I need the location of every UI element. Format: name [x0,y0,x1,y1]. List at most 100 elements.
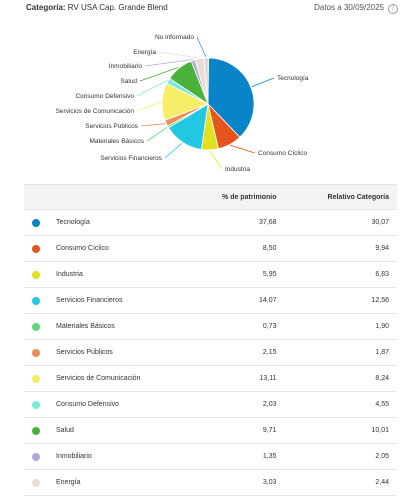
sector-dot-cell [24,209,48,236]
pie-leader-line [139,66,179,82]
sector-rel: 6,83 [284,261,397,288]
sector-name: Industria [48,261,183,288]
pie-label: No informado [155,34,194,41]
sector-color-dot [32,348,40,357]
sector-rel: 2,44 [284,469,397,496]
category-value: RV USA Cap. Grande Blend [67,3,168,12]
sector-color-dot [32,452,40,461]
sector-name: Inmobiliario [48,443,183,470]
pie-label: Servicios Financieros [100,155,163,162]
sector-color-dot [32,400,40,409]
pie-leader-line [196,36,207,58]
table-row: Tecnología 37,68 30,07 [24,209,397,236]
sector-dot-cell [24,287,48,314]
sector-name: Tecnología [48,209,183,236]
sector-pct: 2,15 [182,339,285,366]
table-row: Energía 3,03 2,44 [24,469,397,496]
header-dot-col [24,184,48,210]
sector-rel: 9,94 [284,235,397,262]
pie-label: Consumo Cíclico [258,150,308,157]
pie-label: Energía [133,49,156,56]
sector-pct: 2,03 [182,391,285,418]
sector-dot-cell [24,365,48,392]
sector-rel: 1,87 [284,339,397,366]
pie-label: Materiales Básicos [89,138,144,145]
pie-leader-line [230,144,256,154]
sector-pct: 8,50 [182,235,285,262]
sector-name: Servicios Públicos [48,339,183,366]
header-bar: Categoría: RV USA Cap. Grande Blend Dato… [0,0,420,18]
sector-dot-cell [24,261,48,288]
sector-name: Servicios de Comunicación [48,365,183,392]
table-row: Servicios de Comunicación 13,11 8,24 [24,365,397,392]
sector-rel: 30,07 [284,209,397,236]
sector-color-dot [32,244,40,253]
sector-dot-cell [24,417,48,444]
header-rel-col: Relativo Categoría [284,184,397,210]
sector-rel: 4,55 [284,391,397,418]
sector-name: Salud [48,417,183,444]
sector-name: Servicios Financieros [48,287,183,314]
pie-slice[interactable] [207,57,255,138]
pie-leader-line [158,51,200,59]
sector-color-dot [32,218,40,227]
pie-leader-line [144,59,193,67]
pie-label: Servicios Públicos [85,123,138,130]
pie-label: Inmobiliario [109,63,143,70]
sector-dot-cell [24,391,48,418]
pie-leader-line [251,77,275,88]
pie-leader-line [209,150,223,170]
table-header-row: % de patrimonio Relativo Categoría [24,184,397,210]
pie-svg: Tecnología Consumo Cíclico Industria Servic… [56,34,309,173]
pie-leader-line [136,80,168,97]
table-row: Salud 9,71 10,01 [24,417,397,444]
table-row: Servicios Financieros 14,07 12,56 [24,287,397,314]
sector-rel: 12,56 [284,287,397,314]
pie-leader-line [164,142,183,159]
sector-color-dot [32,270,40,279]
pie-leader-line [136,101,162,112]
sector-name: Consumo Defensivo [48,391,183,418]
sector-dot-cell [24,443,48,470]
category-info: Categoría: RV USA Cap. Grande Blend [26,3,168,12]
sector-rel: 2,05 [284,443,397,470]
sector-rel: 10,01 [284,417,397,444]
header-pct-col: % de patrimonio [182,184,285,210]
pie-label: Consumo Defensivo [75,93,134,100]
sector-dot-cell [24,339,48,366]
sector-name: Energía [48,469,183,496]
sector-pct: 37,68 [182,209,285,236]
pie-slice[interactable] [203,57,209,105]
header-sector-col [48,184,183,210]
pie-label: Servicios de Comunicación [56,108,135,115]
table-body: Tecnología 37,68 30,07 Consumo Cíclico 8,50 9… [24,209,397,496]
sector-pct: 13,11 [182,365,285,392]
category-label: Categoría: [26,3,66,12]
sector-color-dot [32,296,40,305]
help-icon[interactable]: ? [388,4,398,14]
sector-pct: 0,73 [182,313,285,340]
pie-label: Industria [225,166,250,173]
sector-color-dot [32,426,40,435]
sector-table: % de patrimonio Relativo Categoría Tecno… [24,184,397,496]
sector-pct: 14,07 [182,287,285,314]
sector-color-dot [32,322,40,331]
sector-pie-chart: Tecnología Consumo Cíclico Industria Servic… [0,18,420,178]
sector-rel: 8,24 [284,365,397,392]
sector-pct: 5,95 [182,261,285,288]
table-row: Industria 5,95 6,83 [24,261,397,288]
table-row: Materiales Básicos 0,73 1,90 [24,313,397,340]
table-row: Inmobiliario 1,35 2,05 [24,443,397,470]
sector-rel: 1,90 [284,313,397,340]
sector-dot-cell [24,235,48,262]
sector-pct: 9,71 [182,417,285,444]
sector-dot-cell [24,313,48,340]
table-row: Consumo Defensivo 2,03 4,55 [24,391,397,418]
table-row: Consumo Cíclico 8,50 9,94 [24,235,397,262]
sector-dot-cell [24,469,48,496]
pie-label: Tecnología [277,75,309,82]
sector-name: Consumo Cíclico [48,235,183,262]
sector-color-dot [32,478,40,487]
pie-leader-line [146,127,168,142]
sector-pct: 3,03 [182,469,285,496]
